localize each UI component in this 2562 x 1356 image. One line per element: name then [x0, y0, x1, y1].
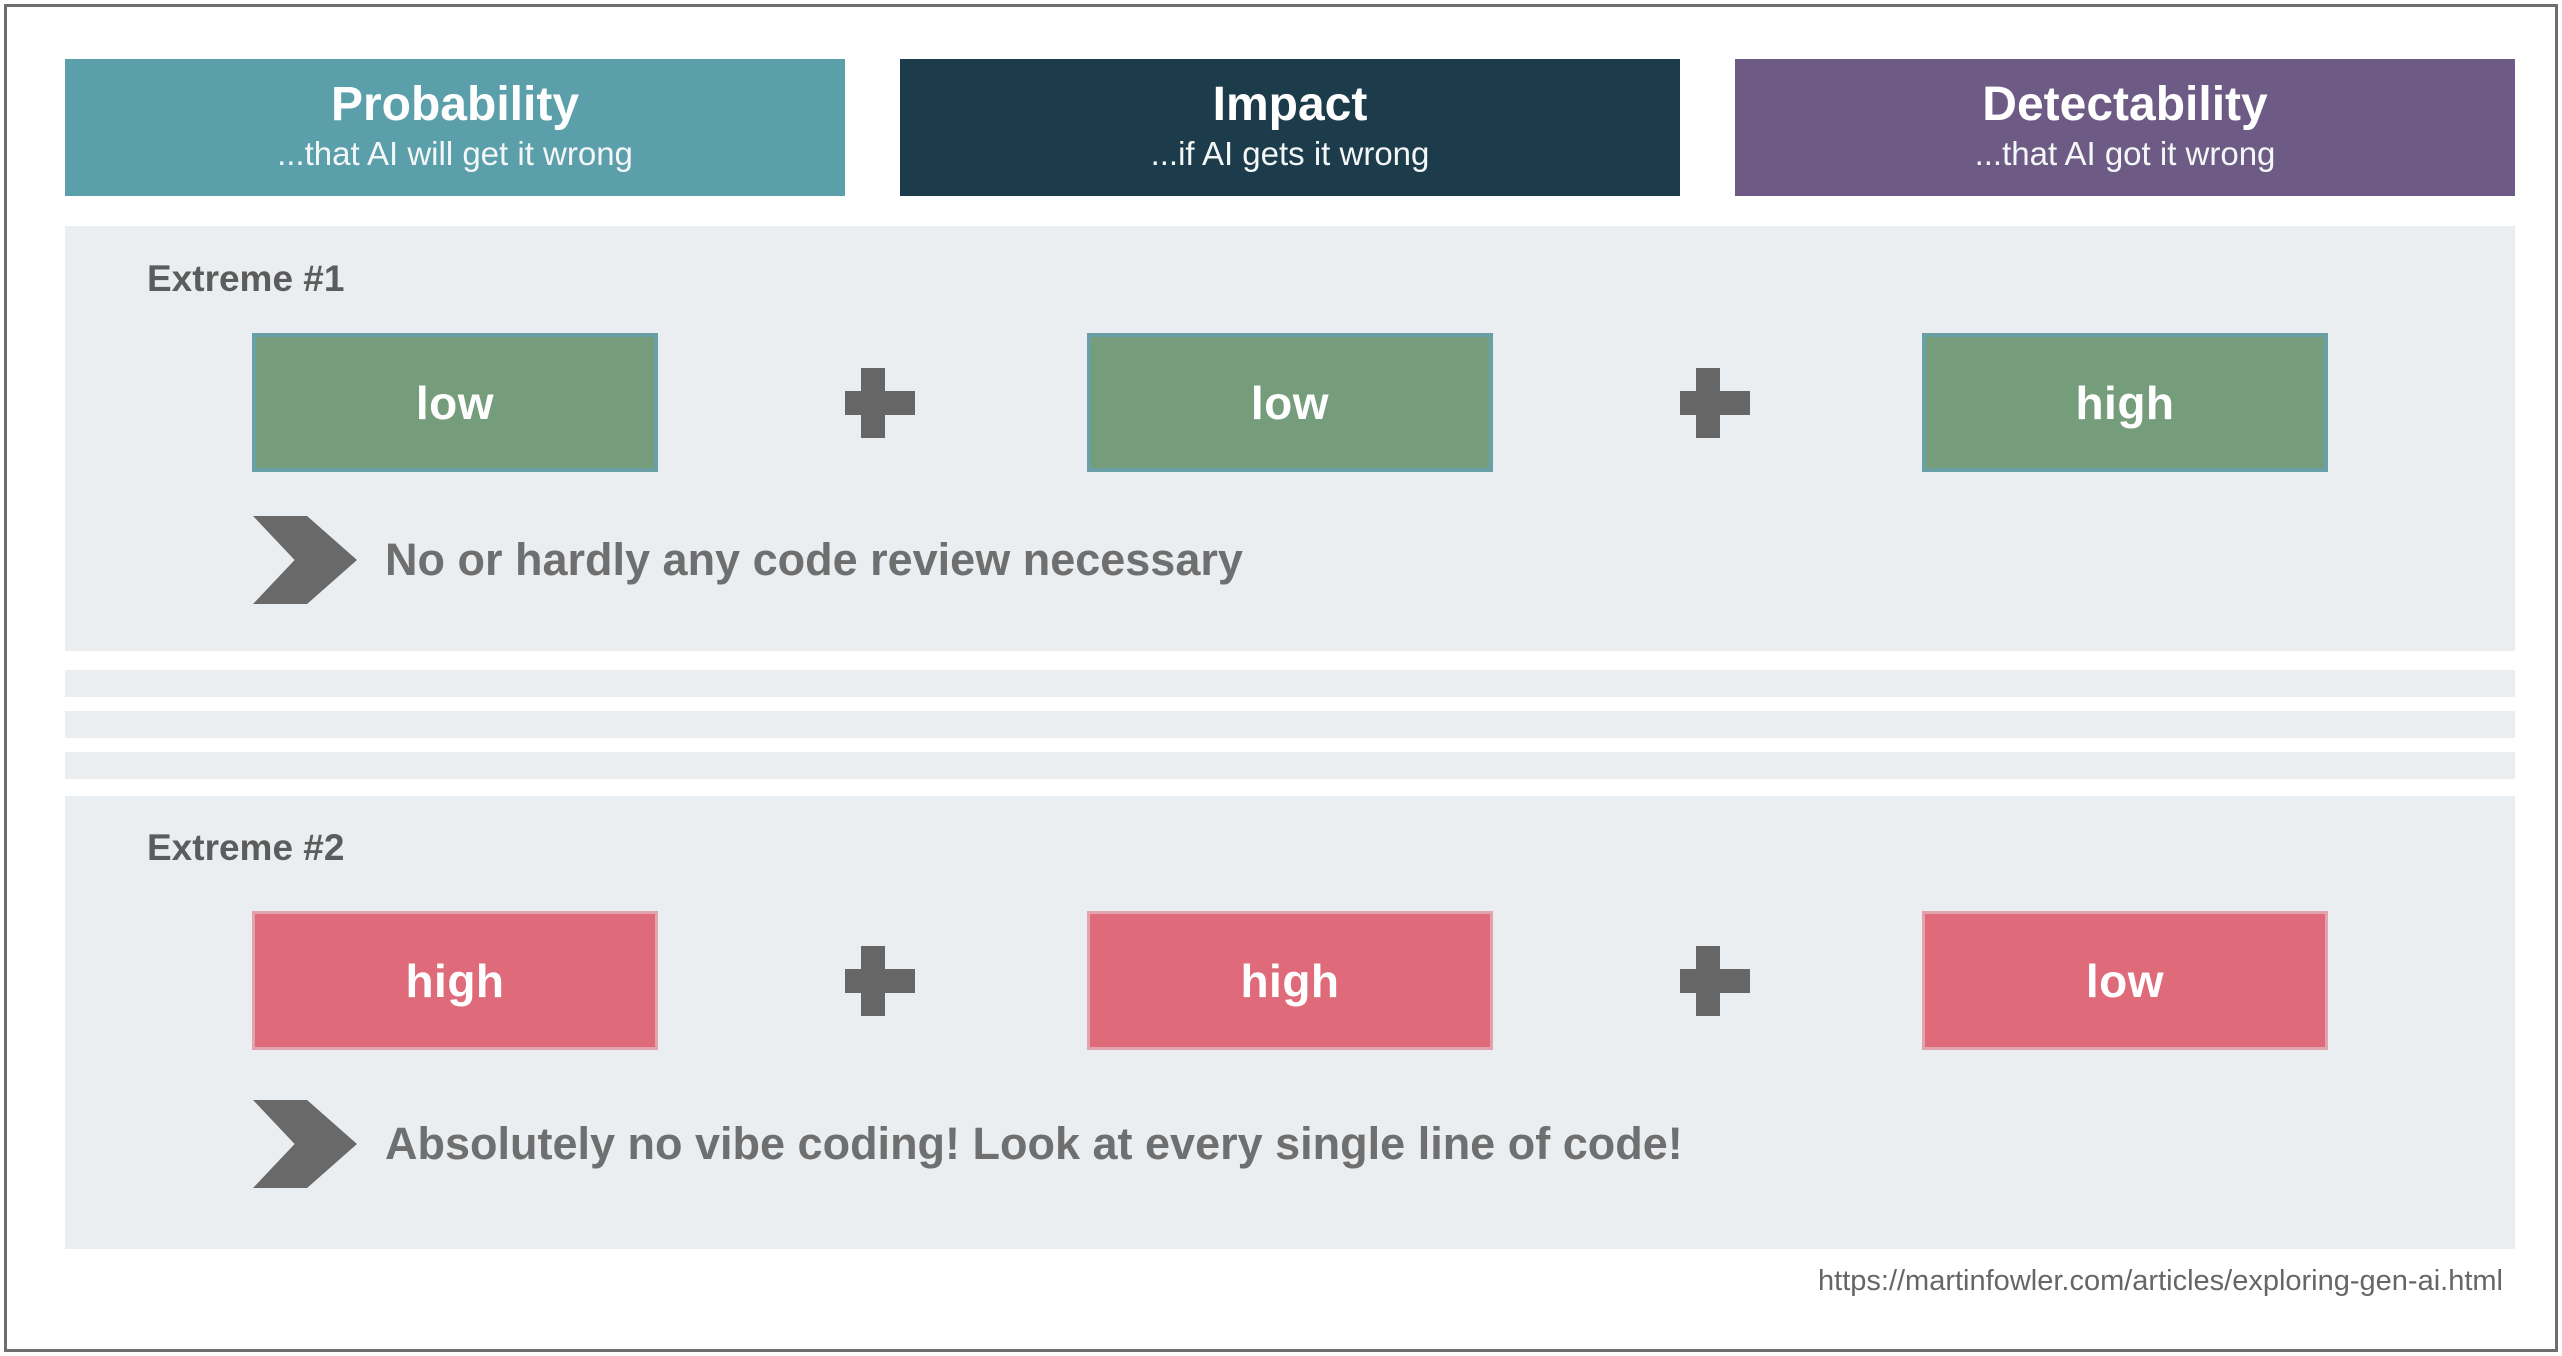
conclusion-text: No or hardly any code review necessary — [385, 534, 1243, 585]
header-subtitle: ...if AI gets it wrong — [1150, 135, 1430, 173]
continuation-stripe — [65, 752, 2515, 779]
header-subtitle: ...that AI will get it wrong — [277, 135, 633, 173]
header-impact: Impact ...if AI gets it wrong — [900, 59, 1680, 196]
continuation-stripes — [65, 670, 2515, 779]
value-box-probability: high — [252, 911, 658, 1050]
chevron-right-icon — [253, 516, 357, 604]
value-box-detectability: low — [1922, 911, 2328, 1050]
plus-icon — [845, 946, 900, 1016]
value-box-probability: low — [252, 333, 658, 472]
chevron-right-icon — [253, 1100, 357, 1188]
value-box-impact: low — [1087, 333, 1493, 472]
conclusion-text: Absolutely no vibe coding! Look at every… — [385, 1118, 1683, 1169]
detectability-value-cell: low — [1735, 911, 2515, 1050]
scenario-panel-extreme-2: Extreme #2 high high low — [65, 796, 2515, 1249]
header-subtitle: ...that AI got it wrong — [1974, 135, 2276, 173]
plus-icon — [1680, 946, 1735, 1016]
continuation-stripe — [65, 670, 2515, 697]
plus-icon — [1680, 368, 1735, 438]
header-title: Detectability — [1982, 78, 2268, 132]
plus-cell — [1680, 946, 1735, 1016]
value-box-detectability: high — [1922, 333, 2328, 472]
impact-value-cell: high — [900, 911, 1680, 1050]
scenario-label: Extreme #2 — [147, 827, 345, 868]
value-row: low low high — [65, 333, 2515, 472]
header-title: Impact — [1212, 78, 1368, 132]
plus-cell — [1680, 368, 1735, 438]
detectability-value-cell: high — [1735, 333, 2515, 472]
header-title: Probability — [330, 78, 580, 132]
conclusion-row: Absolutely no vibe coding! Look at every… — [253, 1100, 2515, 1188]
probability-value-cell: low — [65, 333, 845, 472]
plus-cell — [845, 946, 900, 1016]
probability-value-cell: high — [65, 911, 845, 1050]
header-probability: Probability ...that AI will get it wrong — [65, 59, 845, 196]
content-area: Probability ...that AI will get it wrong… — [0, 0, 2562, 1298]
scenario-panel-extreme-1: Extreme #1 low low high — [65, 226, 2515, 651]
value-box-impact: high — [1087, 911, 1493, 1050]
source-url: https://martinfowler.com/articles/explor… — [1818, 1265, 2503, 1297]
scenario-label: Extreme #1 — [147, 258, 345, 299]
continuation-stripe — [65, 711, 2515, 738]
plus-cell — [845, 368, 900, 438]
header-row: Probability ...that AI will get it wrong… — [65, 59, 2515, 196]
value-row: high high low — [65, 911, 2515, 1050]
impact-value-cell: low — [900, 333, 1680, 472]
plus-icon — [845, 368, 900, 438]
conclusion-row: No or hardly any code review necessary — [253, 516, 2515, 604]
header-detectability: Detectability ...that AI got it wrong — [1735, 59, 2515, 196]
